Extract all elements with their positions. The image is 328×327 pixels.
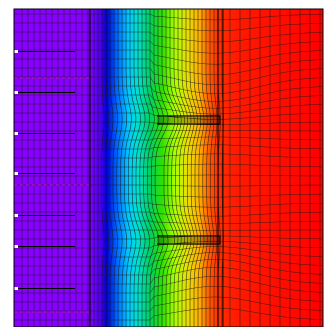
- wall-notch: [12, 132, 18, 135]
- mesh-horizontal-line: [14, 94, 323, 109]
- wall-notch: [12, 50, 18, 53]
- connector-bars: [157, 115, 221, 245]
- mesh-vertical-line: [105, 9, 109, 327]
- mesh-horizontal-line: [14, 246, 323, 258]
- mesh-vertical-line: [116, 9, 123, 327]
- mesh-horizontal-line: [14, 85, 323, 102]
- mesh-vertical-line: [205, 9, 211, 327]
- mesh-vertical-line: [120, 9, 127, 327]
- mesh-vertical-line: [161, 9, 176, 327]
- wall-notch: [12, 214, 18, 217]
- mesh-vertical-line: [165, 9, 179, 327]
- mesh-vertical-line: [181, 9, 192, 327]
- mesh-horizontal-line: [14, 267, 323, 285]
- mesh-vertical-line: [139, 9, 151, 327]
- mesh-vertical-line: [193, 9, 201, 327]
- mesh-vertical-line: [197, 9, 205, 327]
- mesh-horizontal-line: [14, 31, 323, 43]
- mesh-horizontal-line: [14, 136, 323, 141]
- mesh-vertical-line: [101, 9, 105, 327]
- mesh-vertical-line: [112, 9, 118, 327]
- mesh-horizontal-line: [14, 202, 322, 208]
- mesh-horizontal-line: [14, 153, 322, 159]
- mesh-horizontal-line: [14, 220, 322, 225]
- mesh-horizontal-line: [14, 184, 322, 187]
- mesh-horizontal-line: [14, 211, 322, 217]
- mesh-vertical-line: [221, 9, 224, 327]
- wall-notch: [12, 287, 18, 290]
- wall-notches: [12, 50, 75, 290]
- mesh-vertical-line: [169, 9, 182, 327]
- mesh-lines: [14, 9, 323, 327]
- dashed-guides: [14, 77, 90, 313]
- mesh-horizontal-line: [14, 276, 323, 294]
- mesh-horizontal-line: [14, 76, 323, 94]
- mesh-horizontal-line: [14, 252, 323, 267]
- mesh-horizontal-line: [14, 40, 323, 54]
- mesh-horizontal-line: [14, 296, 323, 312]
- plot-border: [13, 8, 324, 327]
- mesh-horizontal-line: [14, 144, 322, 150]
- mesh-vertical-line: [151, 9, 164, 327]
- mesh-vertical-line: [209, 9, 214, 327]
- wall-notch: [12, 172, 18, 175]
- mesh-horizontal-line: [14, 49, 323, 65]
- mesh-vertical-line: [213, 9, 218, 327]
- mesh-horizontal-line: [14, 193, 323, 198]
- mesh-horizontal-line: [14, 235, 323, 240]
- mesh-vertical-line: [154, 9, 169, 327]
- mesh-horizontal-line: [14, 58, 323, 76]
- mesh-vertical-line: [143, 9, 155, 327]
- mesh-vertical-line: [185, 9, 195, 327]
- wall-notch: [12, 245, 18, 248]
- mesh-horizontal-line: [14, 286, 323, 303]
- mesh-vertical-line: [177, 9, 189, 327]
- mesh-vertical-line: [173, 9, 185, 327]
- mesh-vertical-line: [124, 9, 132, 327]
- mesh-horizontal-line: [14, 174, 323, 177]
- mesh-horizontal-line: [14, 307, 323, 321]
- mesh-horizontal-line: [14, 259, 323, 276]
- mesh-horizontal-line: [14, 163, 323, 168]
- mesh-vertical-line: [201, 9, 208, 327]
- mesh-horizontal-line: [14, 22, 323, 32]
- field-background: [14, 9, 323, 327]
- mesh-vertical-line: [128, 9, 137, 327]
- mesh-horizontal-line: [14, 13, 323, 21]
- mesh-horizontal-line: [14, 130, 322, 132]
- mesh-vertical-line: [131, 9, 141, 327]
- mesh-vertical-line: [135, 9, 146, 327]
- mesh-vertical-line: [108, 9, 114, 327]
- mesh-horizontal-line: [14, 103, 323, 115]
- wall-notch: [12, 91, 18, 94]
- mesh-horizontal-line: [14, 67, 323, 85]
